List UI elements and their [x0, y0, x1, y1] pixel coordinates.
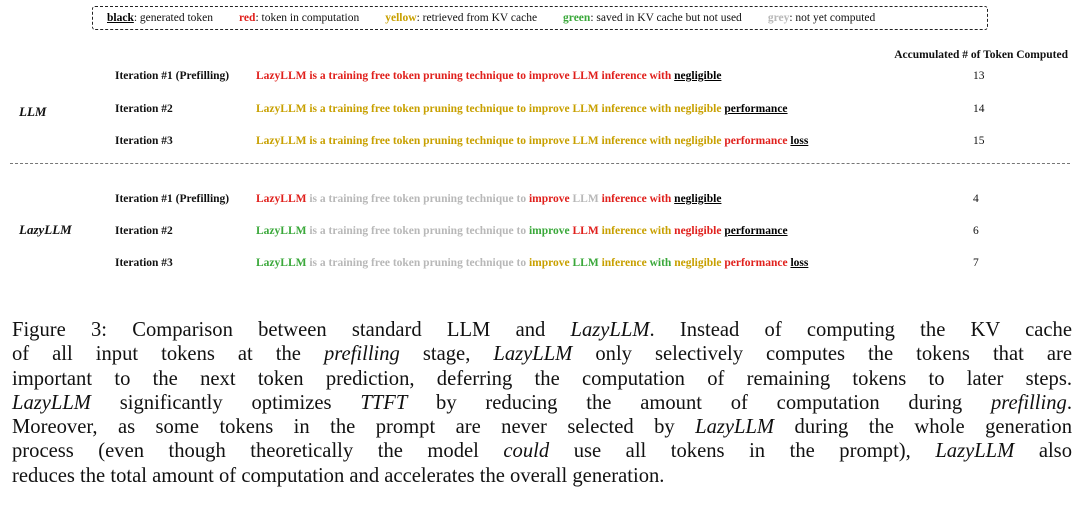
caption-text: . Instead of computing the KV cache [649, 319, 1072, 341]
token-span-yellow: LazyLLM is a training free token pruning… [256, 135, 722, 147]
token-span-red: negligible [674, 225, 722, 237]
caption-text: stage, [399, 343, 494, 366]
token-span-grey: is a training free token pruning techniq… [309, 257, 527, 269]
token-span-red: LazyLLM is a training free token pruning… [256, 70, 672, 82]
token-span-green: with [649, 257, 672, 269]
caption-line: Figure 3: Comparison between standard LL… [12, 318, 1072, 342]
llm-iteration-row: Iteration #3 LazyLLM is a training free … [0, 135, 1080, 153]
legend-item-black: black: generated token [107, 12, 214, 24]
section-divider [10, 163, 1070, 164]
caption-text: use all tokens in the prompt), [549, 440, 936, 463]
token-span-green: LazyLLM [256, 257, 307, 269]
token-sequence: LazyLLM is a training free token pruning… [256, 257, 808, 269]
token-sequence: LazyLLM is a training free token pruning… [256, 225, 788, 237]
legend-item-red: red: token in computation [239, 12, 360, 24]
token-span-yellow: LazyLLM is a training free token pruning… [256, 103, 722, 115]
token-sequence: LazyLLM is a training free token pruning… [256, 135, 808, 147]
token-span-red: performance [724, 135, 788, 147]
caption-emphasis: LazyLLM [695, 416, 775, 439]
legend-item-yellow: yellow: retrieved from KV cache [385, 12, 538, 24]
token-span-black: negligible [674, 193, 722, 205]
caption-emphasis: LazyLLM [570, 319, 650, 341]
lazyllm-iteration-row: Iteration #1 (Prefilling) LazyLLM is a t… [0, 193, 1080, 211]
caption-emphasis: prefilling [990, 391, 1067, 414]
token-span-yellow: improve [528, 257, 570, 269]
legend-item-green: green: saved in KV cache but not used [563, 12, 742, 24]
lazyllm-iteration-row: Iteration #3 LazyLLM is a training free … [0, 257, 1080, 275]
token-span-green: LLM [572, 257, 599, 269]
iteration-label: Iteration #3 [115, 257, 173, 269]
token-span-red: improve [528, 193, 570, 205]
caption-text: process (even though theoretically the m… [12, 440, 504, 463]
caption-line: LazyLLM significantly optimizes TTFT by … [12, 391, 1072, 415]
token-span-red: LazyLLM [256, 193, 307, 205]
token-span-yellow: negligible [674, 257, 722, 269]
caption-text: . [1066, 391, 1072, 414]
caption-line: reduces the total amount of computation … [12, 464, 1072, 488]
caption-text: reduces the total amount of computation … [12, 464, 665, 487]
caption-text: of all input tokens at the [12, 343, 324, 366]
token-span-black: performance [724, 103, 788, 115]
color-legend: black: generated token red: token in com… [92, 6, 988, 30]
token-span-grey: is a training free token pruning techniq… [309, 193, 527, 205]
iteration-label: Iteration #3 [115, 135, 173, 147]
token-span-black: performance [724, 225, 788, 237]
token-span-red: LLM [572, 225, 599, 237]
caption-text: by reducing the amount of computation du… [407, 391, 991, 414]
token-span-yellow: inference with [601, 225, 672, 237]
caption-emphasis: LazyLLM [935, 440, 1015, 463]
token-count: 7 [973, 257, 979, 269]
caption-line: of all input tokens at the prefilling st… [12, 342, 1072, 366]
caption-line: Moreover, as some tokens in the prompt a… [12, 415, 1072, 439]
token-count: 14 [973, 103, 985, 115]
llm-iteration-row: Iteration #2 LazyLLM is a training free … [0, 103, 1080, 121]
legend-item-grey: grey: not yet computed [767, 12, 876, 24]
token-span-yellow: inference [601, 257, 647, 269]
group-label-lazyllm: LazyLLM [19, 222, 72, 237]
token-span-black: loss [790, 257, 809, 269]
group-label-llm: LLM [19, 104, 47, 119]
token-sequence: LazyLLM is a training free token pruning… [256, 70, 721, 82]
caption-text: during the whole generation [774, 416, 1072, 439]
caption-text: Moreover, as some tokens in the prompt a… [12, 416, 696, 439]
caption-text: Figure 3: Comparison between standard LL… [12, 319, 571, 341]
token-sequence: LazyLLM is a training free token pruning… [256, 103, 788, 115]
caption-emphasis: prefilling [323, 343, 400, 366]
caption-text: only selectively computes the tokens tha… [572, 343, 1072, 366]
token-count: 13 [973, 70, 985, 82]
token-span-green: improve [528, 225, 570, 237]
token-span-black: loss [790, 135, 809, 147]
caption-text: also [1014, 440, 1072, 463]
token-count: 15 [973, 135, 985, 147]
token-span-red: inference with [601, 193, 672, 205]
iteration-label: Iteration #2 [115, 225, 173, 237]
lazyllm-iteration-row: Iteration #2 LazyLLM is a training free … [0, 225, 1080, 243]
caption-emphasis: could [503, 440, 550, 463]
caption-emphasis: TTFT [360, 391, 408, 414]
caption-line: process (even though theoretically the m… [12, 439, 1072, 463]
iteration-label: Iteration #2 [115, 103, 173, 115]
accumulated-count-header: Accumulated # of Token Computed [894, 49, 1068, 61]
token-count: 6 [973, 225, 979, 237]
token-count: 4 [973, 193, 979, 205]
figure-caption: Figure 3: Comparison between standard LL… [12, 318, 1072, 488]
caption-emphasis: LazyLLM [493, 343, 573, 366]
token-span-green: LazyLLM [256, 225, 307, 237]
token-sequence: LazyLLM is a training free token pruning… [256, 193, 721, 205]
iteration-label: Iteration #1 (Prefilling) [115, 193, 230, 205]
caption-emphasis: LazyLLM [12, 391, 91, 414]
token-span-black: negligible [674, 70, 722, 82]
caption-text: important to the next token prediction, … [12, 367, 1072, 390]
caption-text: significantly optimizes [90, 391, 361, 414]
llm-iteration-row: Iteration #1 (Prefilling) LazyLLM is a t… [0, 70, 1080, 88]
token-span-grey: LLM [572, 193, 599, 205]
caption-line: important to the next token prediction, … [12, 367, 1072, 391]
iteration-label: Iteration #1 (Prefilling) [115, 70, 230, 82]
token-span-grey: is a training free token pruning techniq… [309, 225, 527, 237]
token-span-red: performance [724, 257, 788, 269]
